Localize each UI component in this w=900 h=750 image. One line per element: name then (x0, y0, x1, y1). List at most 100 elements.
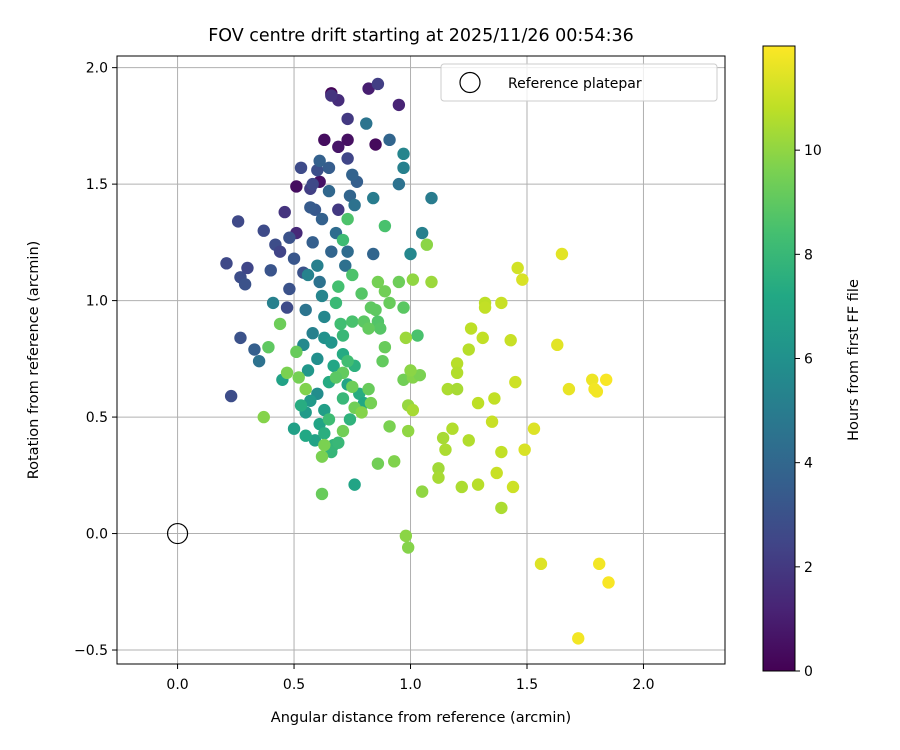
data-point (292, 371, 305, 384)
data-point (348, 198, 361, 212)
data-point (294, 161, 308, 175)
data-point (287, 422, 301, 435)
data-point (476, 331, 489, 345)
data-point (376, 354, 389, 368)
data-point (241, 261, 254, 275)
data-point (441, 382, 454, 396)
x-axis-ticks: 0.0 0.5 1.0 1.5 2.0 (166, 664, 655, 693)
data-point (397, 161, 410, 175)
data-point (343, 189, 357, 202)
data-point (290, 180, 303, 193)
data-point (397, 147, 410, 161)
colorbar: 0 2 4 6 8 10 Hours from first FF file (762, 45, 862, 680)
colorbar-ticks: 0 2 4 6 8 10 (795, 143, 822, 680)
data-point (311, 352, 324, 366)
data-point (220, 257, 233, 270)
data-point (397, 373, 410, 387)
data-point (280, 301, 294, 314)
data-point (401, 541, 415, 554)
legend-marker (459, 71, 481, 94)
data-point (273, 245, 287, 258)
data-point (471, 478, 485, 491)
data-point (383, 420, 396, 433)
data-point (315, 487, 329, 501)
data-point (462, 434, 475, 447)
data-point (341, 112, 354, 126)
y-axis-label: Rotation from reference (arcmin) (26, 241, 42, 480)
data-point (248, 343, 261, 356)
data-point (273, 317, 287, 331)
data-point (364, 301, 378, 314)
x-tick-label: 0.0 (166, 677, 188, 693)
data-point (257, 224, 270, 237)
data-point (308, 434, 322, 447)
data-point (322, 413, 336, 426)
data-point (346, 380, 359, 393)
data-point (362, 82, 375, 95)
data-point (399, 331, 413, 345)
data-point (315, 212, 329, 226)
data-point (406, 273, 420, 286)
data-point (315, 289, 329, 303)
data-point (364, 396, 378, 410)
data-point (425, 191, 438, 205)
y-axis-ticks: −0.5 0.0 0.5 1.0 1.5 2.0 (74, 61, 117, 659)
plot-frame (116, 55, 726, 665)
data-point (462, 343, 475, 356)
data-point (371, 457, 385, 470)
chart-title: FOV centre drift starting at 2025/11/26 … (208, 26, 634, 46)
data-point (336, 233, 350, 247)
data-point (341, 354, 354, 368)
data-point (325, 336, 338, 349)
data-point (367, 191, 380, 205)
data-point (371, 77, 385, 91)
y-tick-label: 0.5 (86, 410, 108, 426)
data-point (432, 462, 445, 475)
data-point (388, 455, 401, 468)
data-point (432, 471, 445, 484)
x-tick-label: 1.0 (399, 677, 421, 693)
data-point (336, 329, 350, 342)
x-tick-label: 1.5 (516, 677, 538, 693)
reference-platepar-marker (166, 522, 189, 545)
data-point (495, 501, 508, 515)
data-point (234, 331, 247, 345)
x-axis-label: Angular distance from reference (arcmin) (271, 710, 571, 726)
data-point (318, 310, 331, 324)
colorbar-fill (762, 45, 796, 672)
data-point (527, 422, 541, 435)
data-point (348, 478, 361, 491)
data-point (590, 385, 604, 398)
data-point (413, 368, 427, 382)
data-point (306, 177, 319, 191)
data-point (436, 431, 450, 445)
legend: Reference platepar (440, 63, 718, 102)
data-point (371, 275, 385, 289)
legend-box (440, 63, 718, 102)
data-point (346, 168, 359, 182)
data-point (392, 275, 406, 289)
data-point (383, 296, 396, 310)
data-point (266, 296, 280, 310)
data-point (490, 466, 503, 480)
data-point (224, 389, 238, 403)
legend-entry-label: Reference platepar (508, 76, 642, 92)
data-point (341, 212, 354, 226)
data-point (311, 259, 324, 272)
data-point (336, 424, 350, 438)
data-point (374, 322, 387, 335)
data-point (551, 338, 564, 352)
data-point (362, 322, 375, 335)
data-point (346, 315, 359, 328)
data-point (464, 322, 478, 335)
data-point (485, 415, 499, 428)
data-point (341, 245, 354, 258)
data-point (301, 364, 315, 377)
data-point (392, 177, 406, 191)
data-point (299, 429, 312, 442)
data-point (369, 138, 382, 151)
data-point (322, 161, 336, 175)
data-point (280, 366, 294, 380)
data-point (332, 203, 345, 216)
